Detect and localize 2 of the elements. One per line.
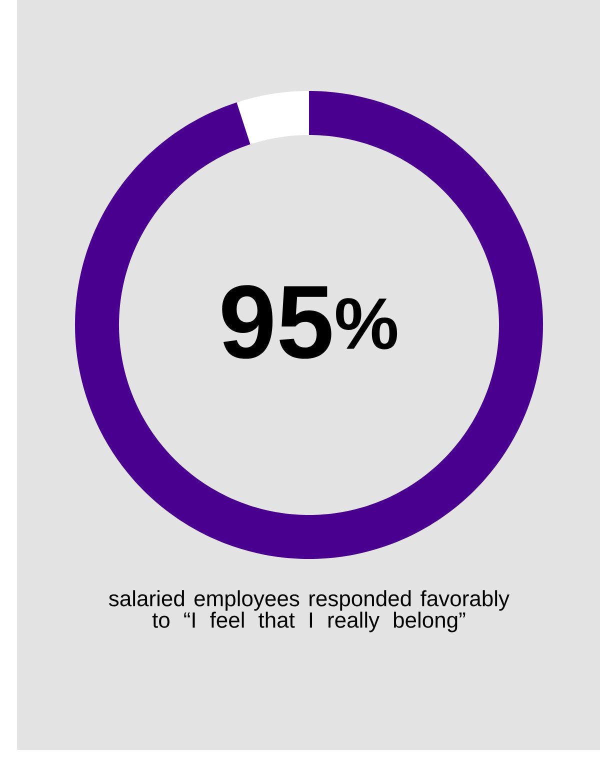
text: salaried employees responded favorably to “I feel that I really belong” <box>109 590 510 632</box>
data-label: 95$^{%}$ <box>222 285 398 359</box>
